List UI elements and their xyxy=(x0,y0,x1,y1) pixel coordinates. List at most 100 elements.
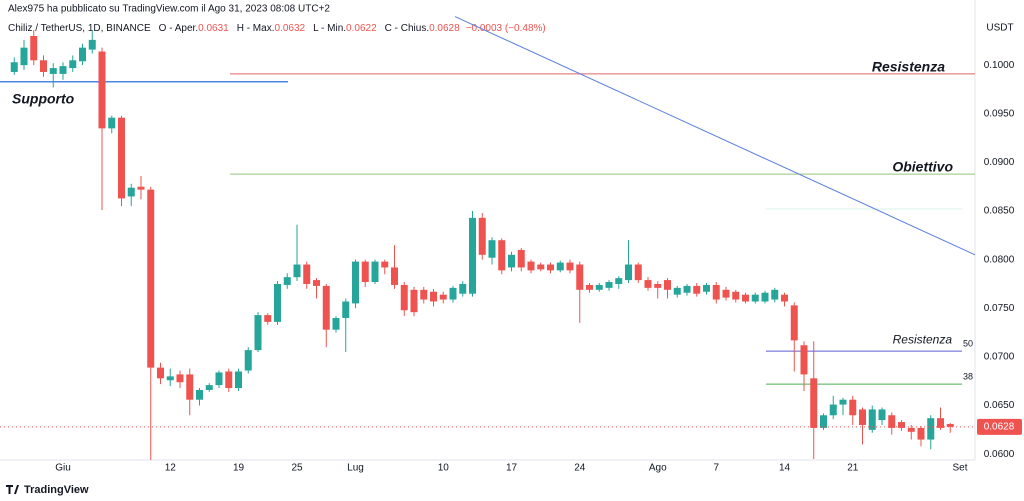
candle-body xyxy=(712,284,720,300)
candle-body xyxy=(907,427,915,432)
candle-body xyxy=(332,318,340,330)
candle-body xyxy=(693,285,701,294)
candle-body xyxy=(98,51,106,129)
candle-body xyxy=(683,285,691,293)
candle-body xyxy=(79,47,86,62)
candle-body xyxy=(469,217,476,294)
x-tick-label: 21 xyxy=(847,463,859,474)
y-tick-label: 0.0850 xyxy=(984,206,1015,217)
y-tick-label: 0.0600 xyxy=(984,449,1015,460)
candle-body xyxy=(498,240,506,271)
candle-body xyxy=(751,294,759,302)
y-tick-label: 0.1000 xyxy=(984,60,1015,71)
candle-body xyxy=(781,294,788,302)
x-tick-label: Ago xyxy=(649,463,667,474)
symbol: Chiliz / TetherUS, 1D, BINANCE xyxy=(8,23,151,34)
candle-body xyxy=(118,117,125,199)
candle-body xyxy=(820,415,827,428)
ohlc-label: H - Max. xyxy=(237,23,275,34)
candle-body xyxy=(342,301,350,319)
ohlc-value: 0.0628 xyxy=(429,23,460,34)
last-price-label: 0.0628 xyxy=(984,422,1015,433)
candle-body xyxy=(615,278,623,284)
candle-body xyxy=(800,345,808,375)
candle-body xyxy=(595,284,603,290)
candle-body xyxy=(478,217,486,255)
candle-body xyxy=(927,418,935,440)
x-tick-label: 14 xyxy=(779,463,791,474)
ohlc-value: 0.0631 xyxy=(198,23,229,34)
candle-body xyxy=(254,315,262,351)
candle-body xyxy=(283,277,291,285)
y-tick-label: 0.0800 xyxy=(984,254,1015,265)
candle-body xyxy=(49,68,57,74)
candle-body xyxy=(868,409,876,430)
brand-logo xyxy=(6,485,19,494)
candle-body xyxy=(322,285,330,330)
x-tick-label: Set xyxy=(952,463,967,474)
candle-body xyxy=(664,280,671,290)
candle-body xyxy=(59,66,67,74)
candle-body xyxy=(946,424,954,427)
candle-body xyxy=(888,415,896,428)
ohlc-value: 0.0622 xyxy=(346,23,377,34)
x-tick-label: 24 xyxy=(574,463,586,474)
candle-body xyxy=(742,294,749,302)
candle-body xyxy=(878,409,886,421)
candle-body xyxy=(732,291,740,300)
x-tick-label: 19 xyxy=(233,463,245,474)
fib-note: Resistenza xyxy=(893,332,953,346)
candle-body xyxy=(654,283,662,288)
candle-body xyxy=(166,376,174,381)
y-tick-label: 0.0700 xyxy=(984,352,1015,363)
candle-body xyxy=(361,261,369,283)
candle-body xyxy=(274,283,281,322)
fib-label: 38 xyxy=(963,372,973,382)
candle-body xyxy=(205,385,213,390)
ohlc-label: L - Min. xyxy=(313,23,346,34)
ohlc-label: O - Aper. xyxy=(159,23,198,34)
candle-body xyxy=(400,284,408,311)
change: −0.0003 (−0.48%) xyxy=(466,23,546,34)
candle-body xyxy=(839,399,847,405)
candle-body xyxy=(303,264,311,284)
candle-body xyxy=(293,264,301,278)
candle-body xyxy=(40,60,47,72)
symbol-legend: Chiliz / TetherUS, 1D, BINANCE O - Aper.0… xyxy=(8,23,546,34)
candle-body xyxy=(898,422,905,428)
candle-body xyxy=(10,62,18,72)
level-label: Resistenza xyxy=(872,59,945,75)
candle-body xyxy=(235,371,242,389)
candle-body xyxy=(439,294,447,300)
candle-body xyxy=(410,289,418,313)
candle-body xyxy=(917,427,925,440)
candle-body xyxy=(157,367,164,379)
candle-body xyxy=(215,372,223,386)
published-note: Alex975 ha pubblicato su TradingView.com… xyxy=(8,4,330,15)
fib-label: 50 xyxy=(963,338,973,348)
candle-body xyxy=(186,374,194,400)
x-tick-label: Lug xyxy=(347,463,364,474)
candle-body xyxy=(225,371,233,389)
candle-body xyxy=(566,262,574,271)
candle-body xyxy=(605,282,613,288)
candle-body xyxy=(420,289,428,300)
candle-body xyxy=(673,287,681,295)
candle-body xyxy=(196,389,203,400)
candle-body xyxy=(761,292,769,302)
x-tick-label: 17 xyxy=(506,463,518,474)
candle-body xyxy=(488,240,496,258)
candle-body xyxy=(108,117,116,129)
ohlc-label: C - Chius. xyxy=(385,23,429,34)
candle-body xyxy=(88,39,96,50)
candle-body xyxy=(147,189,155,368)
candle-body xyxy=(625,264,632,281)
candle-body xyxy=(586,284,593,290)
candle-body xyxy=(644,280,652,288)
y-tick-label: 0.0650 xyxy=(984,400,1015,411)
candle-body xyxy=(537,264,545,270)
candle-body xyxy=(937,418,944,428)
candle-body xyxy=(381,261,389,268)
level-label: Obiettivo xyxy=(892,159,953,175)
